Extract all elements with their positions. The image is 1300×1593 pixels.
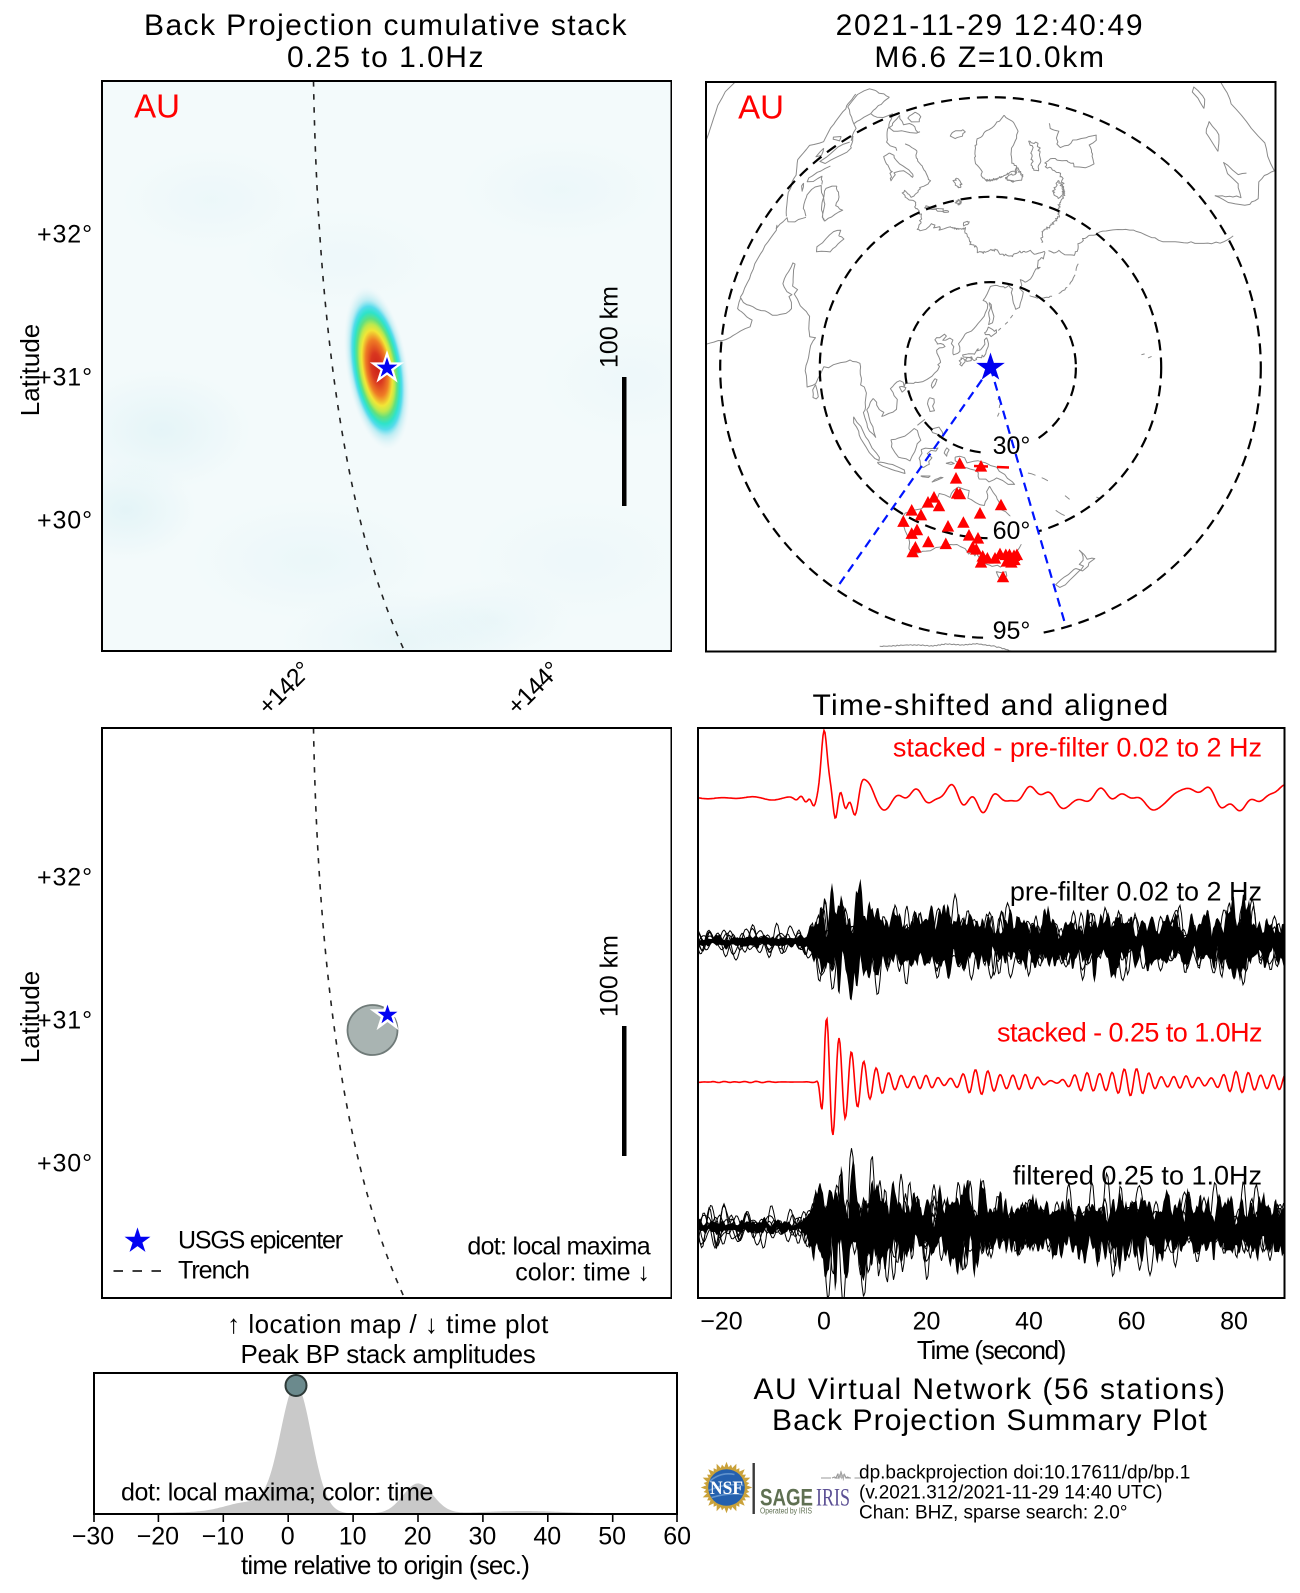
svg-text:SAGE: SAGE [760, 1485, 813, 1512]
svg-text:95°: 95° [993, 617, 1031, 645]
svg-text:IRIS: IRIS [816, 1485, 850, 1512]
svg-text:Operated by IRIS: Operated by IRIS [760, 1507, 812, 1516]
svg-text:60°: 60° [993, 517, 1031, 545]
svg-text:NSF: NSF [710, 1478, 743, 1499]
svg-text:30°: 30° [993, 432, 1031, 460]
